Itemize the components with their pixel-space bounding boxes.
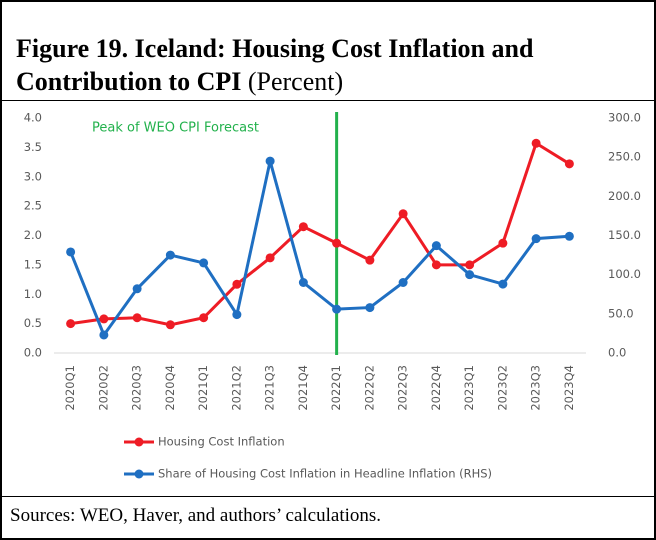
legend-label: Housing Cost Inflation — [158, 435, 285, 449]
point — [531, 138, 541, 148]
y-tick-label: 1.0 — [24, 287, 42, 301]
x-tick-label: 2020Q4 — [163, 365, 177, 411]
series-line — [70, 140, 571, 327]
y-tick-label: 0.0 — [24, 346, 42, 360]
y2-tick-label: 50.0 — [608, 306, 634, 320]
point — [564, 231, 574, 241]
point — [298, 278, 308, 287]
point — [265, 253, 275, 263]
x-tick-label: 2022Q3 — [396, 365, 410, 411]
series-line — [69, 160, 570, 339]
x-tick-label: 2020Q3 — [130, 365, 144, 411]
y-tick-label: 1.5 — [24, 257, 42, 271]
y2-tick-label: 200.0 — [608, 189, 641, 203]
legend-label: Share of Housing Cost Inflation in Headl… — [158, 467, 492, 481]
point — [431, 260, 441, 270]
point — [398, 278, 408, 287]
point — [199, 258, 209, 268]
point — [365, 303, 375, 313]
x-tick-label: 2022Q4 — [429, 365, 443, 411]
point — [132, 284, 142, 294]
x-tick-label: 2023Q2 — [495, 365, 509, 411]
point — [531, 234, 541, 244]
x-tick-label: 2023Q4 — [562, 365, 576, 411]
point — [165, 320, 175, 330]
point — [232, 279, 242, 289]
y-tick-label: 2.5 — [24, 199, 42, 213]
point — [199, 313, 209, 323]
y2-tick-label: 0.0 — [608, 346, 626, 360]
point — [165, 250, 175, 260]
x-tick-label: 2021Q2 — [229, 365, 243, 411]
point — [66, 319, 76, 329]
x-tick-label: 2022Q1 — [329, 365, 343, 411]
chart-subtitle: (Percent) — [247, 67, 344, 96]
x-tick-label: 2023Q3 — [529, 365, 543, 411]
x-tick-label: 2021Q4 — [296, 365, 310, 411]
x-tick-label: 2022Q2 — [362, 365, 376, 411]
y-tick-label: 0.5 — [24, 316, 42, 330]
y-tick-label: 3.5 — [24, 140, 42, 154]
point — [66, 247, 76, 257]
point — [265, 156, 275, 166]
y2-tick-label: 250.0 — [608, 150, 641, 164]
point — [132, 313, 142, 323]
legend-marker — [134, 437, 144, 447]
separator — [2, 496, 654, 497]
legend-marker — [134, 469, 144, 479]
point — [398, 209, 408, 219]
point — [232, 310, 242, 320]
point — [332, 304, 342, 314]
x-tick-label: 2020Q1 — [63, 365, 77, 411]
point — [431, 241, 441, 251]
y-tick-label: 4.0 — [24, 111, 42, 125]
y-tick-label: 2.0 — [24, 228, 42, 242]
point — [465, 270, 475, 280]
annotation-text: Peak of WEO CPI Forecast — [92, 121, 259, 136]
source-note: Sources: WEO, Haver, and authors’ calcul… — [10, 505, 382, 526]
y2-tick-label: 300.0 — [608, 111, 641, 125]
point — [465, 260, 475, 270]
point — [365, 255, 375, 265]
y2-tick-label: 150.0 — [608, 228, 641, 242]
point — [564, 159, 574, 169]
point — [332, 238, 342, 248]
chart-title: Figure 19. Iceland: Housing Cost Inflati… — [16, 34, 534, 96]
point — [498, 238, 508, 248]
separator — [2, 100, 654, 101]
point — [498, 279, 508, 289]
point — [298, 222, 308, 232]
x-tick-label: 2020Q2 — [96, 365, 110, 411]
y-tick-label: 3.0 — [24, 169, 42, 183]
point — [99, 330, 109, 340]
point — [99, 314, 109, 324]
x-tick-label: 2021Q3 — [263, 365, 277, 411]
y2-tick-label: 100.0 — [608, 267, 641, 281]
title-block: Figure 19. Iceland: Housing Cost Inflati… — [16, 32, 641, 98]
x-tick-label: 2023Q1 — [462, 365, 476, 411]
x-tick-label: 2021Q1 — [196, 365, 210, 411]
